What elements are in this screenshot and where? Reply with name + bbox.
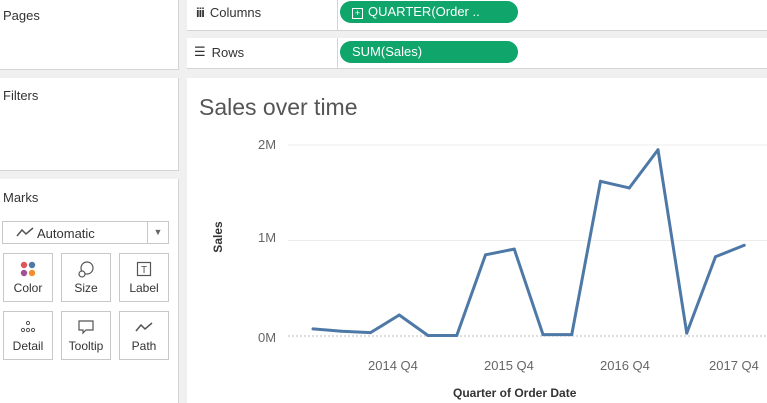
- series-line-sales[interactable]: [312, 148, 745, 338]
- path-icon: [120, 318, 168, 336]
- chart-title: Sales over time: [199, 94, 358, 120]
- color-label: Color: [13, 281, 43, 295]
- shelf-gap: [187, 31, 767, 38]
- size-icon: [62, 260, 110, 278]
- data-point[interactable]: [426, 334, 430, 338]
- label-label: Label: [129, 281, 159, 295]
- y-tick-label: 2M: [258, 137, 277, 152]
- data-point[interactable]: [369, 331, 372, 335]
- rows-icon: ☰: [194, 44, 206, 59]
- size-button[interactable]: Size: [61, 253, 111, 302]
- x-tick-label: 2017 Q4: [709, 358, 759, 373]
- rows-shelf-label: ☰ Rows: [194, 44, 244, 60]
- data-point[interactable]: [685, 331, 689, 335]
- pages-panel: Pages: [0, 0, 179, 70]
- line-mark-icon: [16, 225, 34, 242]
- detail-dots-icon: [4, 318, 52, 336]
- pages-title: Pages: [3, 8, 40, 23]
- rows-shelf-header: [187, 38, 338, 68]
- rows-pill[interactable]: SUM(Sales): [340, 41, 518, 63]
- x-axis-title: Quarter of Order Date: [453, 386, 577, 400]
- main-gap: [179, 0, 187, 403]
- x-tick-label: 2016 Q4: [600, 358, 650, 373]
- sidebar-gap: [0, 70, 179, 78]
- shelf-gap: [187, 69, 767, 78]
- data-point[interactable]: [455, 334, 459, 338]
- data-point[interactable]: [397, 313, 401, 317]
- sidebar-gap: [0, 171, 179, 179]
- color-button[interactable]: Color: [3, 253, 53, 302]
- data-point[interactable]: [311, 327, 315, 331]
- y-tick-label: 1M: [258, 230, 277, 245]
- mark-type-label: Automatic: [37, 226, 95, 241]
- y-tick-label: 0M: [258, 330, 277, 345]
- columns-shelf[interactable]: iii Columns + QUARTER(Order ..: [187, 0, 767, 31]
- marks-title: Marks: [3, 190, 39, 205]
- rows-pill-label: SUM(Sales): [352, 44, 423, 59]
- label-icon: T: [120, 260, 168, 278]
- tooltip-button[interactable]: Tooltip: [61, 311, 111, 360]
- data-point[interactable]: [512, 247, 516, 251]
- mark-type-dropdown[interactable]: Automatic ▼: [2, 221, 169, 244]
- columns-pill-label: QUARTER(Order ..: [368, 4, 480, 19]
- rows-label: Rows: [211, 44, 245, 60]
- columns-shelf-header: [187, 0, 338, 30]
- columns-shelf-label: iii Columns: [196, 5, 261, 20]
- tooltip-icon: [62, 318, 110, 336]
- data-point[interactable]: [541, 333, 545, 337]
- label-button[interactable]: T Label: [119, 253, 169, 302]
- columns-icon: iii: [196, 5, 205, 20]
- columns-label: Columns: [209, 5, 262, 20]
- data-point[interactable]: [599, 179, 602, 183]
- detail-button[interactable]: Detail: [3, 311, 53, 360]
- x-tick-label: 2014 Q4: [368, 358, 418, 373]
- data-point[interactable]: [570, 333, 574, 337]
- svg-text:T: T: [141, 265, 147, 276]
- color-dots-icon: [4, 260, 52, 278]
- tooltip-label: Tooltip: [68, 339, 104, 353]
- path-label: Path: [131, 339, 157, 353]
- rows-shelf[interactable]: ☰ Rows SUM(Sales): [187, 38, 767, 69]
- gridlines: [288, 144, 767, 337]
- path-button[interactable]: Path: [119, 311, 169, 360]
- chevron-down-icon[interactable]: ▼: [147, 222, 168, 243]
- data-points: [311, 148, 746, 338]
- expand-plus-icon[interactable]: +: [352, 8, 363, 19]
- data-point[interactable]: [484, 253, 487, 257]
- columns-pill[interactable]: + QUARTER(Order ..: [340, 1, 518, 23]
- x-tick-label: 2015 Q4: [484, 358, 534, 373]
- data-point[interactable]: [656, 148, 660, 152]
- data-point[interactable]: [627, 186, 631, 190]
- filters-title: Filters: [3, 88, 39, 103]
- detail-label: Detail: [12, 339, 44, 353]
- data-point[interactable]: [742, 243, 746, 247]
- data-point[interactable]: [714, 255, 717, 259]
- data-point[interactable]: [340, 329, 344, 333]
- filters-panel[interactable]: Filters: [0, 78, 179, 171]
- size-label: Size: [74, 281, 98, 295]
